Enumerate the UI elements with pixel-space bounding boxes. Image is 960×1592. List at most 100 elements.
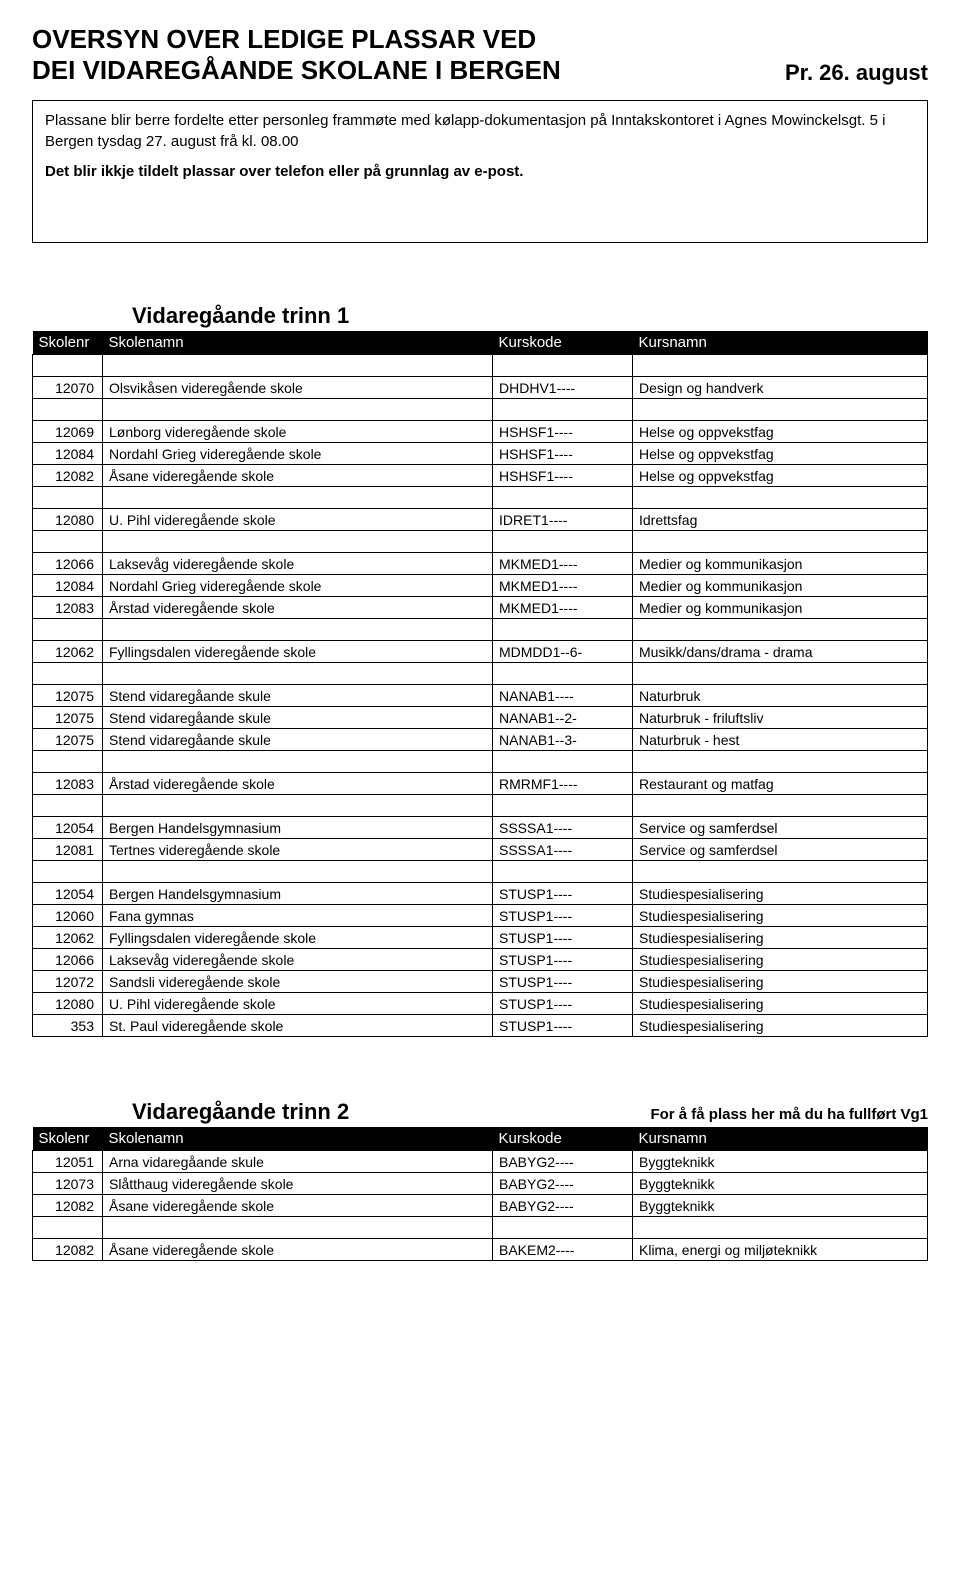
course-name: Naturbruk	[633, 685, 928, 707]
school-name: Årstad videregående skole	[103, 597, 493, 619]
school-number: 12054	[33, 883, 103, 905]
school-name: Tertnes videregående skole	[103, 839, 493, 861]
table-row: 12080U. Pihl videregående skoleIDRET1---…	[33, 509, 928, 531]
course-code: STUSP1----	[493, 1015, 633, 1037]
info-paragraph-1: Plassane blir berre fordelte etter perso…	[45, 111, 915, 152]
school-name: Stend vidaregåande skule	[103, 707, 493, 729]
course-name: Studiespesialisering	[633, 993, 928, 1015]
school-name: Laksevåg videregående skole	[103, 949, 493, 971]
table-row: 12054Bergen HandelsgymnasiumSTUSP1----St…	[33, 883, 928, 905]
course-name: Medier og kommunikasjon	[633, 553, 928, 575]
info-box: Plassane blir berre fordelte etter perso…	[32, 100, 928, 243]
school-name: Fana gymnas	[103, 905, 493, 927]
section-heading: Vidaregåande trinn 2	[132, 1099, 349, 1125]
table-row: 12066Laksevåg videregående skoleSTUSP1--…	[33, 949, 928, 971]
course-name: Studiespesialisering	[633, 949, 928, 971]
course-code: SSSSA1----	[493, 839, 633, 861]
school-name: Nordahl Grieg videregående skole	[103, 575, 493, 597]
school-name: Slåtthaug videregående skole	[103, 1173, 493, 1195]
course-code: HSHSF1----	[493, 421, 633, 443]
school-name: Olsvikåsen videregående skole	[103, 377, 493, 399]
course-code: STUSP1----	[493, 883, 633, 905]
table-row: 12083Årstad videregående skoleRMRMF1----…	[33, 773, 928, 795]
course-name: Byggteknikk	[633, 1195, 928, 1217]
table-row: 12080U. Pihl videregående skoleSTUSP1---…	[33, 993, 928, 1015]
table-row: 12075Stend vidaregåande skuleNANAB1--2-N…	[33, 707, 928, 729]
course-name: Studiespesialisering	[633, 971, 928, 993]
course-code: DHDHV1----	[493, 377, 633, 399]
course-code: BABYG2----	[493, 1173, 633, 1195]
page-title-line2: DEI VIDAREGÅANDE SKOLANE I BERGEN	[32, 55, 561, 86]
course-name: Design og handverk	[633, 377, 928, 399]
column-header: Skolenr	[33, 331, 103, 355]
page-title-line1: OVERSYN OVER LEDIGE PLASSAR VED	[32, 24, 928, 55]
column-header: Kursnamn	[633, 331, 928, 355]
course-name: Klima, energi og miljøteknikk	[633, 1239, 928, 1261]
column-header: Skolenamn	[103, 331, 493, 355]
course-code: NANAB1--3-	[493, 729, 633, 751]
school-number: 12084	[33, 575, 103, 597]
school-name: Fyllingsdalen videregående skole	[103, 927, 493, 949]
school-name: Åsane videregående skole	[103, 465, 493, 487]
school-number: 12082	[33, 1195, 103, 1217]
course-name: Restaurant og matfag	[633, 773, 928, 795]
course-code: SSSSA1----	[493, 817, 633, 839]
table-row: 12060Fana gymnasSTUSP1----Studiespesiali…	[33, 905, 928, 927]
school-name: U. Pihl videregående skole	[103, 509, 493, 531]
course-code: STUSP1----	[493, 971, 633, 993]
course-name: Byggteknikk	[633, 1151, 928, 1173]
school-name: Bergen Handelsgymnasium	[103, 883, 493, 905]
course-code: IDRET1----	[493, 509, 633, 531]
table-row: 12072Sandsli videregående skoleSTUSP1---…	[33, 971, 928, 993]
course-code: MKMED1----	[493, 597, 633, 619]
column-header: Kurskode	[493, 1127, 633, 1151]
course-name: Studiespesialisering	[633, 927, 928, 949]
course-code: BABYG2----	[493, 1195, 633, 1217]
school-name: Stend vidaregåande skule	[103, 685, 493, 707]
school-number: 12080	[33, 509, 103, 531]
school-number: 12083	[33, 597, 103, 619]
school-number: 12051	[33, 1151, 103, 1173]
table-row: 12054Bergen HandelsgymnasiumSSSSA1----Se…	[33, 817, 928, 839]
table-row: 12070Olsvikåsen videregående skoleDHDHV1…	[33, 377, 928, 399]
section-heading: Vidaregåande trinn 1	[132, 303, 928, 329]
school-name: Lønborg videregående skole	[103, 421, 493, 443]
course-name: Medier og kommunikasjon	[633, 575, 928, 597]
date-label: Pr. 26. august	[785, 60, 928, 86]
table-row: 12084Nordahl Grieg videregående skoleMKM…	[33, 575, 928, 597]
table-row: 12082Åsane videregående skoleBAKEM2----K…	[33, 1239, 928, 1261]
course-code: BABYG2----	[493, 1151, 633, 1173]
school-number: 12060	[33, 905, 103, 927]
table-row: 12062Fyllingsdalen videregående skoleMDM…	[33, 641, 928, 663]
school-number: 12082	[33, 465, 103, 487]
table-row: 12081Tertnes videregående skoleSSSSA1---…	[33, 839, 928, 861]
school-number: 12062	[33, 641, 103, 663]
course-code: MKMED1----	[493, 575, 633, 597]
table-row: 12082Åsane videregående skoleBABYG2----B…	[33, 1195, 928, 1217]
course-name: Medier og kommunikasjon	[633, 597, 928, 619]
course-code: STUSP1----	[493, 905, 633, 927]
school-name: Fyllingsdalen videregående skole	[103, 641, 493, 663]
table-row: 12062Fyllingsdalen videregående skoleSTU…	[33, 927, 928, 949]
course-code: HSHSF1----	[493, 443, 633, 465]
school-name: Arna vidaregåande skule	[103, 1151, 493, 1173]
course-code: MKMED1----	[493, 553, 633, 575]
table-row: 12075Stend vidaregåande skuleNANAB1--3-N…	[33, 729, 928, 751]
table-row: 353St. Paul videregående skoleSTUSP1----…	[33, 1015, 928, 1037]
table-row: 12075Stend vidaregåande skuleNANAB1----N…	[33, 685, 928, 707]
course-name: Byggteknikk	[633, 1173, 928, 1195]
column-header: Skolenamn	[103, 1127, 493, 1151]
course-name: Helse og oppvekstfag	[633, 421, 928, 443]
course-name: Naturbruk - friluftsliv	[633, 707, 928, 729]
course-code: NANAB1----	[493, 685, 633, 707]
course-code: RMRMF1----	[493, 773, 633, 795]
course-code: STUSP1----	[493, 993, 633, 1015]
school-name: U. Pihl videregående skole	[103, 993, 493, 1015]
column-header: Kursnamn	[633, 1127, 928, 1151]
school-name: Bergen Handelsgymnasium	[103, 817, 493, 839]
course-name: Service og samferdsel	[633, 839, 928, 861]
school-number: 12084	[33, 443, 103, 465]
school-number: 12062	[33, 927, 103, 949]
school-number: 12070	[33, 377, 103, 399]
school-number: 12075	[33, 707, 103, 729]
